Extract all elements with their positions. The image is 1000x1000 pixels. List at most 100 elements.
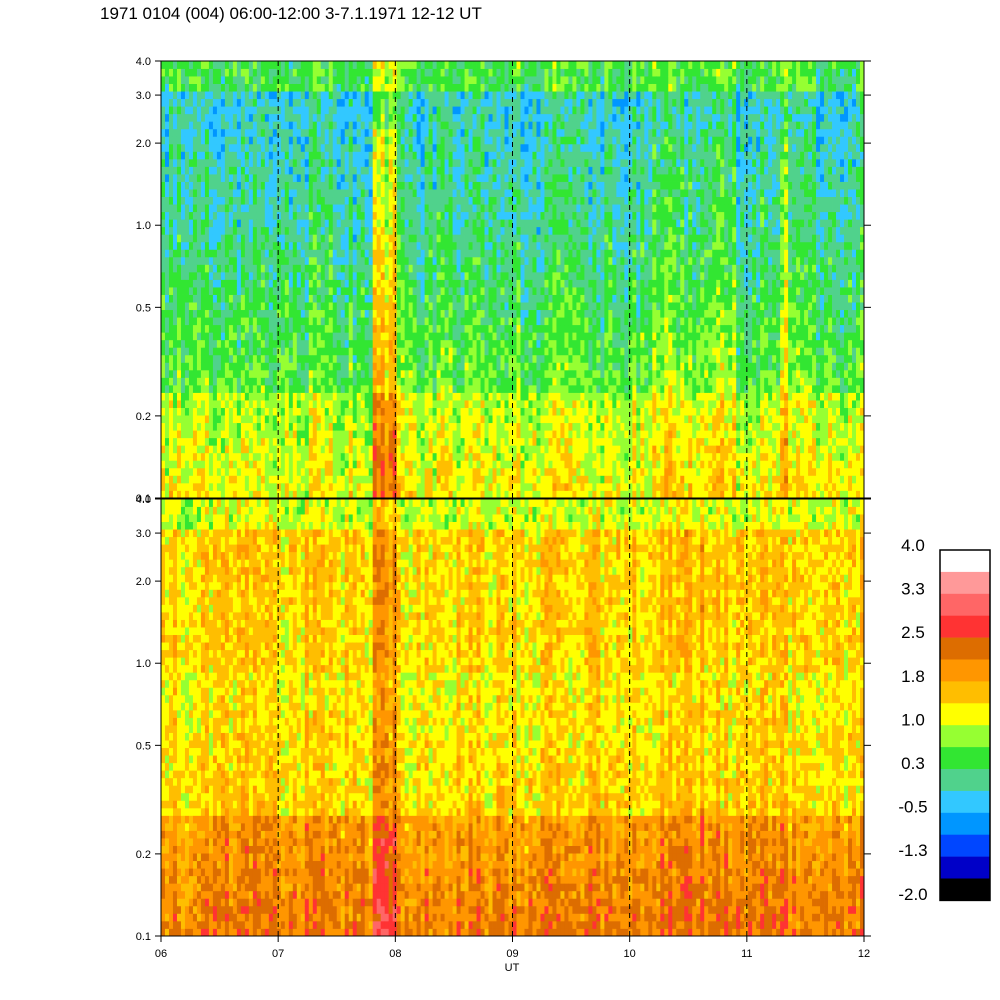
spectrogram-cell [364, 407, 370, 416]
spectrogram-cell [500, 452, 505, 461]
spectrogram-cell [336, 317, 342, 326]
spectrogram-cell [184, 113, 190, 122]
spectrogram-cell [324, 467, 330, 476]
spectrogram-cell [276, 136, 282, 145]
spectrogram-cell [324, 384, 330, 393]
spectrogram-cell [316, 151, 322, 160]
spectrogram-cell [460, 196, 465, 205]
spectrogram-cell [500, 309, 505, 318]
spectrogram-cell [260, 219, 266, 228]
spectrogram-cell [488, 415, 493, 424]
spectrogram-cell [324, 475, 330, 484]
spectrogram-cell [364, 83, 370, 92]
spectrogram-cell [424, 354, 430, 363]
spectrogram-cell [396, 324, 402, 333]
spectrogram-cell [212, 294, 218, 303]
spectrogram-cell [161, 339, 166, 348]
spectrogram-cell [440, 369, 445, 378]
spectrogram-cell [400, 437, 406, 446]
spectrogram-cell [332, 332, 338, 341]
spectrogram-cell [280, 234, 286, 243]
spectrogram-cell [480, 264, 485, 273]
spectrogram-cell [312, 249, 318, 258]
spectrogram-cell [200, 256, 206, 265]
spectrogram-cell [368, 158, 374, 167]
spectrogram-cell [264, 392, 270, 401]
spectrogram-cell [456, 196, 461, 205]
spectrogram-cell [348, 83, 354, 92]
spectrogram-cell [232, 302, 238, 311]
spectrogram-cell [448, 339, 453, 348]
spectrogram-cell [228, 98, 234, 107]
spectrogram-cell [232, 136, 238, 145]
spectrogram-cell [444, 430, 449, 439]
spectrogram-cell [272, 490, 278, 498]
spectrogram-cell [204, 264, 210, 273]
spectrogram-cell [236, 407, 242, 416]
spectrogram-cell [188, 460, 194, 469]
spectrogram-cell [404, 151, 410, 160]
spectrogram-cell [432, 196, 437, 205]
spectrogram-cell [496, 204, 501, 213]
spectrogram-cell [496, 211, 501, 220]
spectrogram-cell [220, 204, 226, 213]
spectrogram-cell [292, 181, 298, 190]
spectrogram-cell [444, 271, 449, 280]
spectrogram-cell [252, 264, 258, 273]
spectrogram-cell [364, 302, 370, 311]
spectrogram-cell [228, 204, 234, 213]
spectrogram-cell [400, 211, 406, 220]
spectrogram-cell [172, 204, 178, 213]
spectrogram-cell [224, 106, 230, 115]
spectrogram-cell [272, 249, 278, 258]
spectrogram-cell [440, 445, 445, 454]
spectrogram-cell [324, 106, 330, 115]
spectrogram-cell [264, 369, 270, 378]
spectrogram-cell [228, 279, 234, 288]
spectrogram-cell [420, 287, 426, 295]
spectrogram-cell [416, 128, 422, 137]
spectrogram-cell [484, 279, 489, 288]
spectrogram-cell [272, 271, 278, 280]
spectrogram-cell [228, 475, 234, 484]
spectrogram-cell [180, 354, 186, 363]
spectrogram-cell [252, 317, 258, 326]
spectrogram-cell [268, 400, 274, 408]
spectrogram-cell [216, 452, 222, 461]
spectrogram-cell [228, 302, 234, 311]
spectrogram-cell [164, 384, 170, 393]
spectrogram-cell [296, 384, 302, 393]
spectrogram-cell [468, 98, 473, 107]
spectrogram-cell [212, 369, 218, 378]
spectrogram-cell [312, 309, 318, 318]
spectrogram-cell [440, 121, 445, 130]
spectrogram-cell [420, 362, 426, 371]
spectrogram-cell [484, 324, 489, 333]
spectrogram-cell [340, 392, 346, 401]
spectrogram-cell [476, 106, 481, 115]
spectrogram-cell [372, 226, 378, 235]
spectrogram-cell [436, 302, 441, 311]
spectrogram-cell [244, 196, 250, 205]
spectrogram-cell [328, 452, 334, 461]
spectrogram-cell [208, 302, 214, 311]
spectrogram-cell [300, 61, 306, 69]
spectrogram-cell [440, 309, 445, 318]
spectrogram-cell [168, 400, 174, 408]
spectrogram-cell [360, 136, 366, 145]
spectrogram-cell [312, 415, 318, 424]
spectrogram-cell [376, 467, 382, 476]
spectrogram-cell [172, 324, 178, 333]
spectrogram-cell [340, 294, 346, 303]
spectrogram-cell [312, 482, 318, 491]
spectrogram-cell [188, 332, 194, 341]
spectrogram-cell [168, 384, 174, 393]
spectrogram-cell [240, 490, 246, 498]
spectrogram-cell [184, 467, 190, 476]
spectrogram-cell [488, 460, 493, 469]
spectrogram-cell [344, 437, 350, 446]
spectrogram-cell [212, 452, 218, 461]
spectrogram-cell [480, 369, 485, 378]
spectrogram-cell [444, 445, 449, 454]
spectrogram-cell [196, 392, 202, 401]
